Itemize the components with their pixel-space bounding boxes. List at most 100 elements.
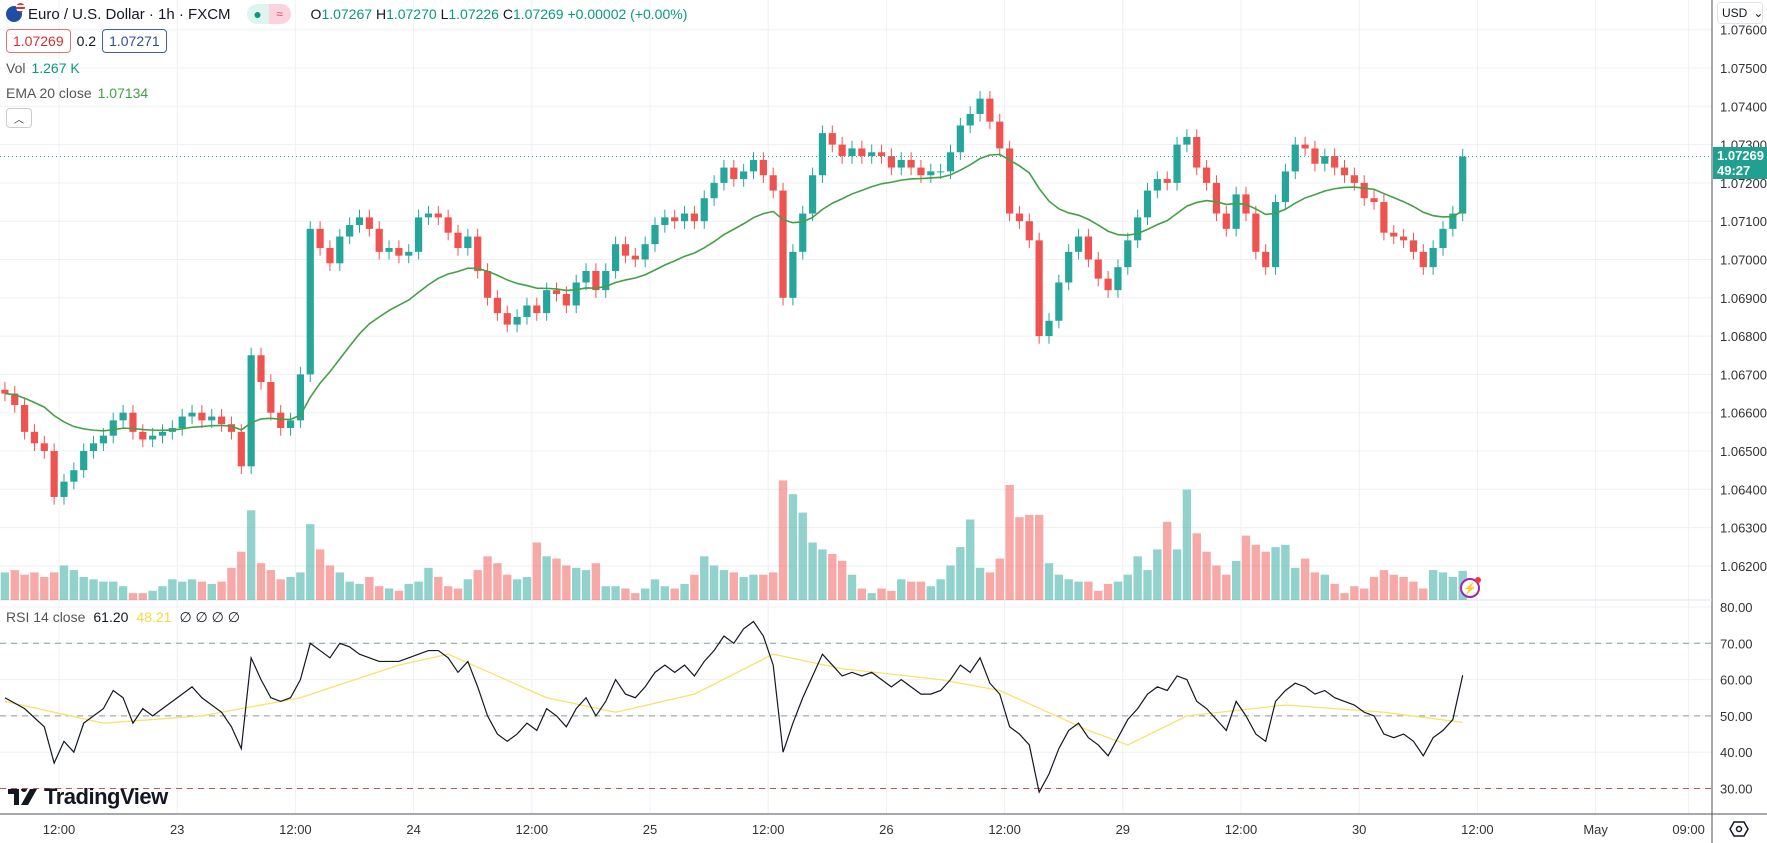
volume-bar <box>650 579 660 600</box>
candle-body <box>730 167 738 180</box>
price-tick-label: 1.07400 <box>1720 99 1767 114</box>
volume-bar <box>572 567 581 600</box>
rsi-extra-values: ∅ ∅ ∅ ∅ <box>179 609 240 625</box>
volume-bar <box>286 577 295 600</box>
time-tick-label: May <box>1583 822 1608 837</box>
volume-bar <box>227 567 236 600</box>
volume-bar <box>847 574 857 600</box>
candle-body <box>336 236 344 264</box>
candle-body <box>434 213 442 218</box>
volume-bar <box>345 581 354 600</box>
candle-body <box>1232 194 1240 229</box>
candle-body <box>50 451 58 497</box>
volume-legend[interactable]: Vol 1.267 K <box>6 60 80 76</box>
ema-legend[interactable]: EMA 20 close 1.07134 <box>6 85 148 101</box>
tradingview-logo[interactable]: TradingView <box>8 784 168 810</box>
volume-bar <box>30 572 39 600</box>
candle-body <box>1301 144 1309 149</box>
candle-body <box>326 248 334 264</box>
volume-bar <box>1153 549 1162 600</box>
volume-bar <box>1054 574 1064 600</box>
open-value: 1.07267 <box>321 6 373 22</box>
volume-bar <box>670 588 679 600</box>
volume-bar <box>178 581 187 600</box>
candle-body <box>1015 213 1024 222</box>
candle-body <box>415 217 423 252</box>
price-tick-label: 1.07100 <box>1720 214 1767 229</box>
candle-body <box>375 228 383 252</box>
volume-bar <box>158 586 167 600</box>
volume-bar <box>729 572 738 600</box>
volume-bar <box>956 547 965 600</box>
volume-bar <box>897 579 906 600</box>
volume-bar <box>276 579 285 600</box>
volume-bar <box>20 574 29 600</box>
time-tick-label: 26 <box>879 822 893 837</box>
candle-body <box>543 290 551 314</box>
volume-bar <box>1241 535 1251 600</box>
candle-body <box>1153 179 1161 191</box>
candle-body <box>149 435 157 440</box>
volume-bar <box>601 586 610 600</box>
volume-bar <box>325 565 335 600</box>
volume-bar <box>532 542 541 600</box>
candle-body <box>1065 251 1073 283</box>
volume-bar <box>1143 570 1152 600</box>
lightning-icon[interactable]: ⚡ <box>1460 577 1481 598</box>
volume-bar <box>187 579 197 600</box>
candle-body <box>1380 202 1388 233</box>
sell-price-button[interactable]: 1.07269 <box>6 29 71 53</box>
candle-body <box>464 236 472 249</box>
volume-bar <box>788 494 798 600</box>
candle-body <box>710 182 718 199</box>
volume-bar <box>1261 551 1270 600</box>
candle-body <box>247 355 255 467</box>
time-tick-label: 12:00 <box>1461 822 1494 837</box>
buy-price-button[interactable]: 1.07271 <box>102 29 167 53</box>
candle-body <box>592 270 600 291</box>
volume-bar <box>857 588 867 600</box>
candle-body <box>1439 228 1447 249</box>
volume-bar <box>542 556 551 600</box>
volume-bar <box>414 581 423 600</box>
market-status-pill[interactable]: ● ≈ <box>246 4 291 24</box>
candle-body <box>503 313 511 325</box>
time-tick-label: 12:00 <box>43 822 76 837</box>
candle-body <box>355 217 364 226</box>
volume-bar <box>296 572 305 600</box>
volume-bar <box>1133 556 1142 600</box>
candle-body <box>1134 217 1142 241</box>
chart-settings-icon[interactable] <box>1728 820 1750 838</box>
volume-bar <box>217 581 226 600</box>
volume-bar <box>394 590 404 600</box>
time-tick-label: 23 <box>170 822 184 837</box>
volume-bar <box>1172 549 1182 600</box>
volume-bar <box>1369 577 1379 600</box>
candle-body <box>612 244 620 271</box>
volume-bar <box>1399 577 1408 600</box>
candle-body <box>582 270 590 283</box>
symbol-title[interactable]: Euro / U.S. Dollar · 1h · FXCM <box>28 5 231 23</box>
volume-bar <box>375 586 384 600</box>
currency-selector[interactable]: USD ⌄ <box>1717 2 1763 24</box>
rsi-tick-label: 40.00 <box>1720 745 1753 760</box>
volume-bar <box>1202 551 1211 600</box>
volume-value: 1.267 K <box>31 60 80 76</box>
candle-body <box>483 270 492 298</box>
candle-body <box>385 248 393 252</box>
rsi-legend[interactable]: RSI 14 close 61.20 48.21 ∅ ∅ ∅ ∅ <box>6 609 240 626</box>
time-tick-label: 12:00 <box>279 822 312 837</box>
time-tick-label: 29 <box>1116 822 1130 837</box>
delayed-data-icon: ≈ <box>268 4 291 24</box>
candle-body <box>690 213 698 222</box>
spread-value: 0.2 <box>76 33 97 49</box>
rsi-label: RSI 14 close <box>6 609 86 625</box>
volume-bar <box>197 581 207 600</box>
volume-bar <box>936 579 945 600</box>
volume-bar <box>256 563 266 600</box>
candle-body <box>1449 213 1457 229</box>
collapse-legend-button[interactable]: ︿ <box>6 108 32 128</box>
candle-body <box>1409 240 1418 252</box>
candle-body <box>1183 136 1191 145</box>
